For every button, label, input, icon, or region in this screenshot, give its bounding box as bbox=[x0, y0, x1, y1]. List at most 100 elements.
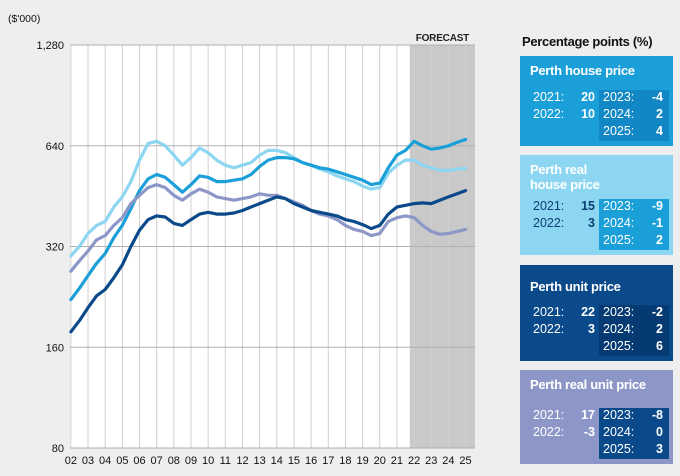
stat-row-2025: 2025: 2 bbox=[599, 233, 669, 250]
x-tick-label: 02 bbox=[65, 455, 77, 467]
stat-row-2024: 2024: 0 bbox=[599, 425, 669, 442]
x-tick-label: 06 bbox=[133, 455, 145, 467]
series-line-perth-unit-price bbox=[69, 189, 468, 334]
stat-value: 0 bbox=[656, 425, 663, 439]
stat-box-title: Perth real unit price bbox=[530, 377, 646, 392]
x-tick-label: 17 bbox=[322, 455, 334, 467]
stat-value: 2 bbox=[656, 233, 663, 247]
stat-year-label: 2023: bbox=[603, 199, 635, 213]
stat-year-label: 2024: bbox=[603, 216, 635, 230]
stat-year-label: 2024: bbox=[603, 322, 635, 336]
x-tick-label: 18 bbox=[339, 455, 351, 467]
stat-value: -8 bbox=[651, 408, 663, 422]
y-tick-label: 1,280 bbox=[36, 40, 64, 52]
stat-year-label: 2025: bbox=[603, 442, 635, 456]
stat-value: -2 bbox=[651, 305, 663, 319]
x-tick-label: 12 bbox=[236, 455, 248, 467]
x-tick-label: 10 bbox=[202, 455, 214, 467]
x-tick-label: 05 bbox=[116, 455, 128, 467]
x-tick-label: 08 bbox=[168, 455, 180, 467]
stat-row-2022: 2022: 3 bbox=[533, 216, 599, 233]
stat-row-2025: 2025: 4 bbox=[599, 124, 669, 141]
x-tick-label: 11 bbox=[220, 455, 231, 467]
stat-value: 15 bbox=[581, 199, 595, 213]
stat-value: 4 bbox=[656, 124, 663, 138]
stat-year-label: 2022: bbox=[533, 107, 565, 121]
stat-row-2024: 2024: -1 bbox=[599, 216, 669, 233]
stat-year-label: 2022: bbox=[533, 322, 565, 336]
stat-box-real-unit-price: Perth real unit price 2023: -8 2024: 0 2025:… bbox=[520, 370, 673, 464]
x-tick-label: 21 bbox=[391, 455, 403, 467]
stat-value: 17 bbox=[581, 408, 595, 422]
stat-box-house-price: Perth house price 2023: -4 2024: 2 2025: 4 20… bbox=[520, 56, 673, 146]
y-axis-unit: ($'000) bbox=[8, 13, 40, 25]
forecast-label: FORECAST bbox=[416, 33, 469, 44]
y-tick-label: 320 bbox=[46, 242, 64, 254]
stat-year-label: 2025: bbox=[603, 339, 635, 353]
series-line-perth-real-unit-price bbox=[69, 183, 468, 273]
stat-box-title: Perth unit price bbox=[530, 279, 621, 294]
x-tick-label: 19 bbox=[356, 455, 368, 467]
forecast-values-block: 2023: -8 2024: 0 2025: 3 bbox=[599, 408, 669, 459]
stat-box-title: Perth real house price bbox=[530, 162, 600, 192]
stat-year-label: 2024: bbox=[603, 107, 635, 121]
panel-title: Percentage points (%) bbox=[522, 34, 653, 49]
stat-year-label: 2023: bbox=[603, 408, 635, 422]
x-tick-label: 24 bbox=[442, 455, 454, 467]
stat-row-2023: 2023: -9 bbox=[599, 199, 669, 216]
forecast-values-block: 2023: -2 2024: 2 2025: 6 bbox=[599, 305, 669, 356]
stat-box-real-house-price: Perth real house price 2023: -9 2024: -1 202… bbox=[520, 155, 673, 255]
stat-value: 3 bbox=[588, 322, 595, 336]
stat-value: 6 bbox=[656, 339, 663, 353]
stat-row-2025: 2025: 6 bbox=[599, 339, 669, 356]
stat-row-2023: 2023: -4 bbox=[599, 90, 669, 107]
stat-row-2024: 2024: 2 bbox=[599, 107, 669, 124]
stat-row-2021: 2021: 20 bbox=[533, 90, 599, 107]
forecast-values-block: 2023: -4 2024: 2 2025: 4 bbox=[599, 90, 669, 141]
stat-year-label: 2021: bbox=[533, 408, 565, 422]
stat-value: 3 bbox=[588, 216, 595, 230]
stat-row-2021: 2021: 17 bbox=[533, 408, 599, 425]
x-tick-label: 25 bbox=[459, 455, 471, 467]
stat-year-label: 2024: bbox=[603, 425, 635, 439]
stat-year-label: 2021: bbox=[533, 199, 565, 213]
stat-row-2021: 2021: 15 bbox=[533, 199, 599, 216]
stat-row-2025: 2025: 3 bbox=[599, 442, 669, 459]
stat-year-label: 2025: bbox=[603, 124, 635, 138]
y-tick-label: 640 bbox=[46, 141, 64, 153]
stat-value: 10 bbox=[581, 107, 595, 121]
stat-value: -4 bbox=[651, 90, 663, 104]
x-tick-label: 09 bbox=[185, 455, 197, 467]
stat-value: 20 bbox=[581, 90, 595, 104]
stat-value: 2 bbox=[656, 322, 663, 336]
x-tick-label: 22 bbox=[408, 455, 420, 467]
stat-year-label: 2023: bbox=[603, 305, 635, 319]
stat-box-unit-price: Perth unit price 2023: -2 2024: 2 2025: 6 202… bbox=[520, 265, 673, 361]
y-tick-label: 160 bbox=[46, 342, 64, 354]
stat-row-2023: 2023: -2 bbox=[599, 305, 669, 322]
stat-year-label: 2021: bbox=[533, 90, 565, 104]
x-tick-label: 14 bbox=[271, 455, 283, 467]
x-tick-label: 23 bbox=[425, 455, 437, 467]
stat-value: 3 bbox=[656, 442, 663, 456]
stat-value: -9 bbox=[651, 199, 663, 213]
stat-value: 2 bbox=[656, 107, 663, 121]
stat-year-label: 2023: bbox=[603, 90, 635, 104]
stat-row-2022: 2022: -3 bbox=[533, 425, 599, 442]
stat-value: -3 bbox=[583, 425, 595, 439]
stat-row-2021: 2021: 22 bbox=[533, 305, 599, 322]
series-line-perth-real-house-price bbox=[69, 139, 468, 258]
forecast-values-block: 2023: -9 2024: -1 2025: 2 bbox=[599, 199, 669, 250]
stat-value: -1 bbox=[651, 216, 663, 230]
stat-row-2022: 2022: 10 bbox=[533, 107, 599, 124]
stat-value: 22 bbox=[581, 305, 595, 319]
x-tick-label: 20 bbox=[374, 455, 386, 467]
stat-box-title: Perth house price bbox=[530, 63, 635, 78]
stat-year-label: 2022: bbox=[533, 425, 565, 439]
stat-row-2022: 2022: 3 bbox=[533, 322, 599, 339]
stat-year-label: 2021: bbox=[533, 305, 565, 319]
x-tick-label: 04 bbox=[99, 455, 111, 467]
y-tick-label: 80 bbox=[52, 443, 64, 455]
x-tick-label: 07 bbox=[151, 455, 163, 467]
